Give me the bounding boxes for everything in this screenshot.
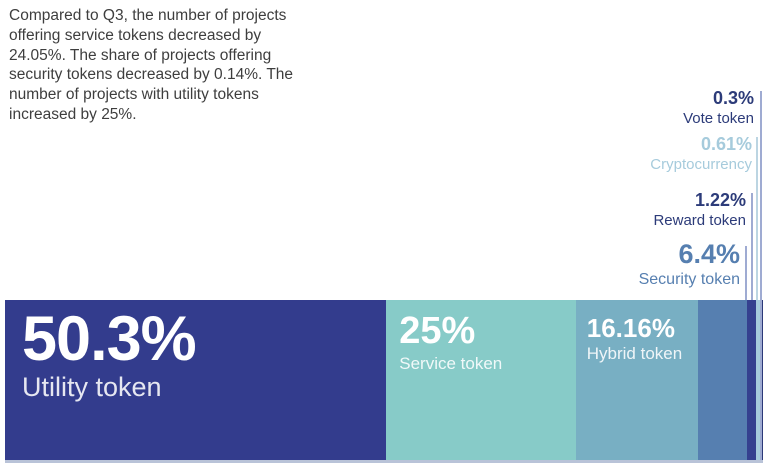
leader-line-cryptocurrency bbox=[756, 137, 758, 300]
bar-segment-cryptocurrency bbox=[755, 300, 761, 460]
bar-segment-hybrid-token: 16.16% Hybrid token bbox=[575, 300, 699, 460]
bar-segment-service-token: 25% Service token bbox=[386, 300, 576, 460]
callout-reward-token: 1.22% Reward token bbox=[653, 190, 746, 230]
stacked-bar: 50.3% Utility token 25% Service token 16.16%… bbox=[5, 300, 763, 463]
bar-segment-reward-token bbox=[746, 300, 756, 460]
leader-line-security-token bbox=[745, 246, 747, 300]
callout-value: 6.4% bbox=[678, 239, 740, 269]
leader-line-reward-token bbox=[751, 193, 753, 300]
callout-value: 0.61% bbox=[700, 134, 752, 154]
callout-label: Vote token bbox=[683, 109, 754, 127]
leader-line-vote-token bbox=[760, 91, 762, 460]
segment-label: Hybrid token bbox=[586, 344, 683, 364]
callout-value: 0.3% bbox=[712, 88, 754, 108]
segment-label: Utility token bbox=[22, 372, 162, 403]
segment-value: 16.16% bbox=[586, 313, 675, 343]
callout-label: Reward token bbox=[653, 211, 746, 229]
callout-value: 1.22% bbox=[694, 190, 746, 210]
summary-text: Compared to Q3, the number of projects o… bbox=[9, 7, 294, 124]
callout-label: Security token bbox=[638, 270, 740, 288]
bar-segment-utility-token: 50.3% Utility token bbox=[5, 300, 387, 460]
segment-value: 25% bbox=[399, 310, 476, 352]
callout-security-token: 6.4% Security token bbox=[638, 239, 740, 290]
bar-segment-security-token bbox=[698, 300, 747, 460]
callout-vote-token: 0.3% Vote token bbox=[683, 88, 754, 128]
callout-label: Cryptocurrency bbox=[650, 155, 752, 173]
callout-cryptocurrency: 0.61% Cryptocurrency bbox=[650, 134, 752, 174]
segment-value: 50.3% bbox=[22, 304, 197, 374]
segment-label: Service token bbox=[399, 353, 503, 373]
